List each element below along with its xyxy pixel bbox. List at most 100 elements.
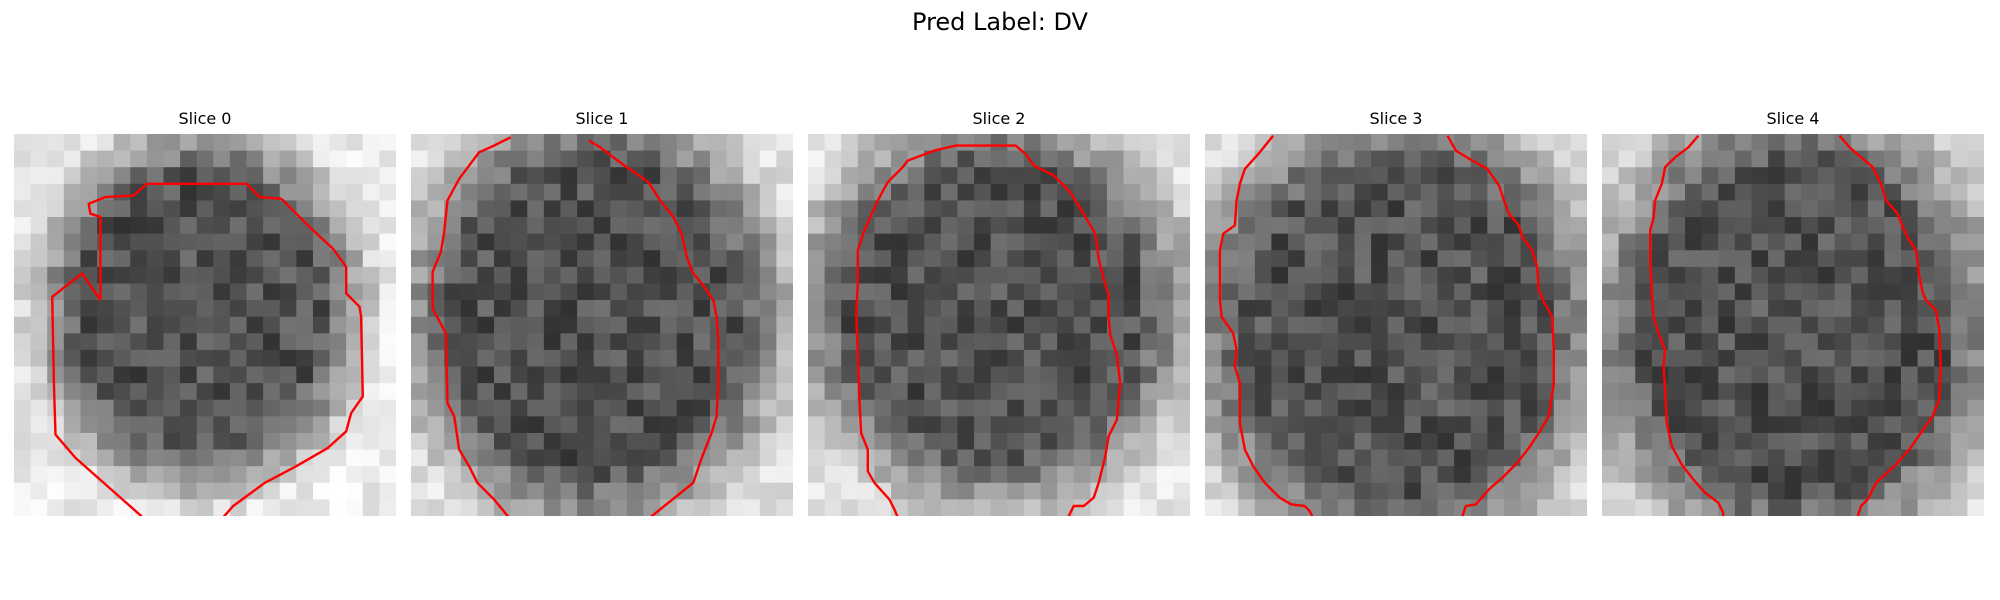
pixel bbox=[296, 333, 314, 351]
pixel bbox=[577, 482, 595, 500]
pixel bbox=[1321, 217, 1339, 235]
pixel bbox=[726, 449, 744, 467]
pixel bbox=[643, 167, 661, 185]
pixel bbox=[329, 134, 347, 152]
pixel bbox=[1520, 349, 1538, 368]
pixel bbox=[1420, 482, 1439, 500]
pixel bbox=[1900, 167, 1919, 185]
pixel bbox=[874, 316, 892, 334]
pixel bbox=[80, 499, 98, 516]
pixel bbox=[1387, 134, 1405, 152]
pixel bbox=[1156, 134, 1174, 152]
pixel bbox=[1221, 466, 1239, 484]
pixel bbox=[312, 183, 331, 202]
pixel bbox=[1254, 167, 1273, 185]
pixel bbox=[411, 316, 429, 334]
pixel bbox=[1537, 217, 1555, 235]
pixel bbox=[1917, 349, 1935, 368]
pixel bbox=[163, 167, 181, 185]
pixel bbox=[1635, 183, 1653, 202]
pixel bbox=[296, 399, 314, 417]
pixel bbox=[709, 316, 728, 334]
pixel bbox=[1238, 466, 1256, 484]
pixel bbox=[676, 499, 694, 516]
pixel bbox=[1354, 316, 1372, 334]
pixel bbox=[560, 333, 578, 351]
pixel bbox=[411, 250, 429, 268]
pixel bbox=[1304, 217, 1322, 235]
pixel bbox=[1304, 333, 1322, 351]
pixel bbox=[329, 183, 347, 202]
pixel bbox=[1751, 349, 1769, 368]
pixel bbox=[1651, 233, 1670, 251]
pixel bbox=[610, 134, 628, 152]
pixel bbox=[444, 300, 462, 318]
pixel bbox=[1007, 134, 1025, 152]
pixel bbox=[246, 466, 264, 484]
pixel bbox=[824, 416, 842, 434]
pixel bbox=[643, 366, 661, 384]
pixel bbox=[1570, 300, 1587, 318]
pixel bbox=[1140, 482, 1158, 500]
pixel bbox=[296, 349, 314, 368]
pixel bbox=[1718, 366, 1736, 384]
pixel bbox=[1040, 333, 1058, 351]
pixel bbox=[427, 432, 445, 451]
pixel bbox=[776, 150, 793, 168]
pixel bbox=[1602, 432, 1620, 451]
pixel bbox=[146, 432, 165, 451]
pixel bbox=[660, 416, 678, 434]
pixel bbox=[1668, 499, 1686, 516]
pixel bbox=[743, 266, 761, 285]
pixel bbox=[411, 366, 429, 384]
pixel bbox=[246, 449, 264, 467]
pixel bbox=[1718, 466, 1736, 484]
pixel bbox=[957, 416, 975, 434]
pixel bbox=[229, 167, 248, 185]
pixel bbox=[1618, 333, 1636, 351]
pixel bbox=[346, 333, 364, 351]
pixel bbox=[1801, 349, 1819, 368]
pixel bbox=[1454, 233, 1472, 251]
pixel bbox=[1073, 399, 1091, 417]
pixel bbox=[1701, 449, 1719, 467]
pixel bbox=[1520, 283, 1538, 301]
pixel bbox=[1570, 349, 1587, 368]
pixel bbox=[1404, 167, 1422, 185]
pixel bbox=[560, 300, 578, 318]
pixel bbox=[477, 466, 495, 484]
pixel bbox=[113, 366, 131, 384]
pixel bbox=[610, 283, 628, 301]
pixel bbox=[1635, 283, 1653, 301]
pixel bbox=[163, 316, 181, 334]
pixel bbox=[1057, 300, 1075, 318]
pixel bbox=[1801, 383, 1819, 401]
pixel bbox=[1173, 316, 1190, 334]
pixel bbox=[1420, 183, 1439, 202]
pixel bbox=[1851, 250, 1869, 268]
pixel bbox=[1304, 283, 1322, 301]
pixel bbox=[857, 416, 876, 434]
pixel bbox=[1238, 416, 1256, 434]
pixel bbox=[1140, 449, 1158, 467]
pixel bbox=[1553, 134, 1571, 152]
pixel bbox=[660, 250, 678, 268]
pixel bbox=[196, 383, 214, 401]
pixel bbox=[874, 432, 892, 451]
pixel bbox=[14, 349, 32, 368]
pixel bbox=[1950, 482, 1968, 500]
pixel bbox=[1801, 499, 1819, 516]
pixel bbox=[163, 349, 181, 368]
pixel bbox=[296, 300, 314, 318]
pixel bbox=[1651, 366, 1670, 384]
pixel bbox=[1454, 366, 1472, 384]
pixel bbox=[312, 482, 331, 500]
pixel bbox=[660, 466, 678, 484]
pixel bbox=[411, 300, 429, 318]
pixel bbox=[1701, 300, 1719, 318]
pixel bbox=[1685, 266, 1703, 285]
pixel bbox=[1668, 316, 1686, 334]
pixel bbox=[1520, 167, 1538, 185]
pixel bbox=[146, 366, 165, 384]
pixel bbox=[940, 200, 959, 218]
